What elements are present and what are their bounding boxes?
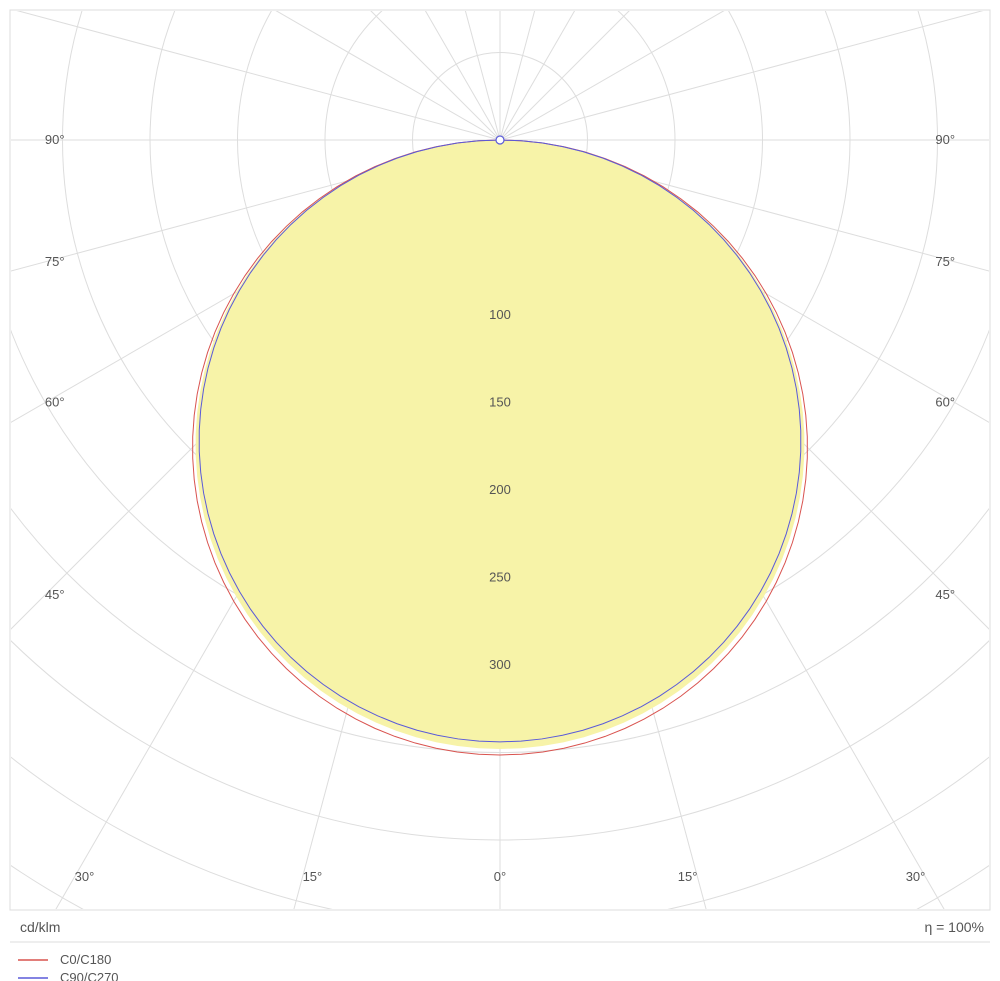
- legend-label-0: C0/C180: [60, 952, 111, 967]
- radial-label-200: 200: [489, 482, 511, 497]
- angle-label-left-0: 0°: [494, 869, 506, 884]
- polar-chart: 100 150 200 250 300 90° 75° 60° 45° 30° 15° 0° 90° 75…: [0, 0, 1000, 981]
- angle-label-left-60: 60°: [45, 395, 65, 410]
- angle-label-left-90: 90°: [45, 132, 65, 147]
- legend-label-1: C90/C270: [60, 970, 119, 981]
- angle-label-left-15: 15°: [303, 869, 323, 884]
- radial-label-250: 250: [489, 570, 511, 585]
- angle-label-left-75: 75°: [45, 254, 65, 269]
- angle-label-right-90: 90°: [935, 132, 955, 147]
- angle-label-left-45: 45°: [45, 587, 65, 602]
- angle-label-right-75: 75°: [935, 254, 955, 269]
- apex-marker: [496, 136, 504, 144]
- units-label: cd/klm: [20, 919, 60, 935]
- angle-label-right-30: 30°: [906, 869, 926, 884]
- angle-label-left-30: 30°: [75, 869, 95, 884]
- angle-label-right-15: 15°: [678, 869, 698, 884]
- radial-label-150: 150: [489, 395, 511, 410]
- radial-label-100: 100: [489, 307, 511, 322]
- radial-label-300: 300: [489, 657, 511, 672]
- efficiency-label: η = 100%: [924, 919, 984, 935]
- angle-label-right-60: 60°: [935, 395, 955, 410]
- angle-label-right-45: 45°: [935, 587, 955, 602]
